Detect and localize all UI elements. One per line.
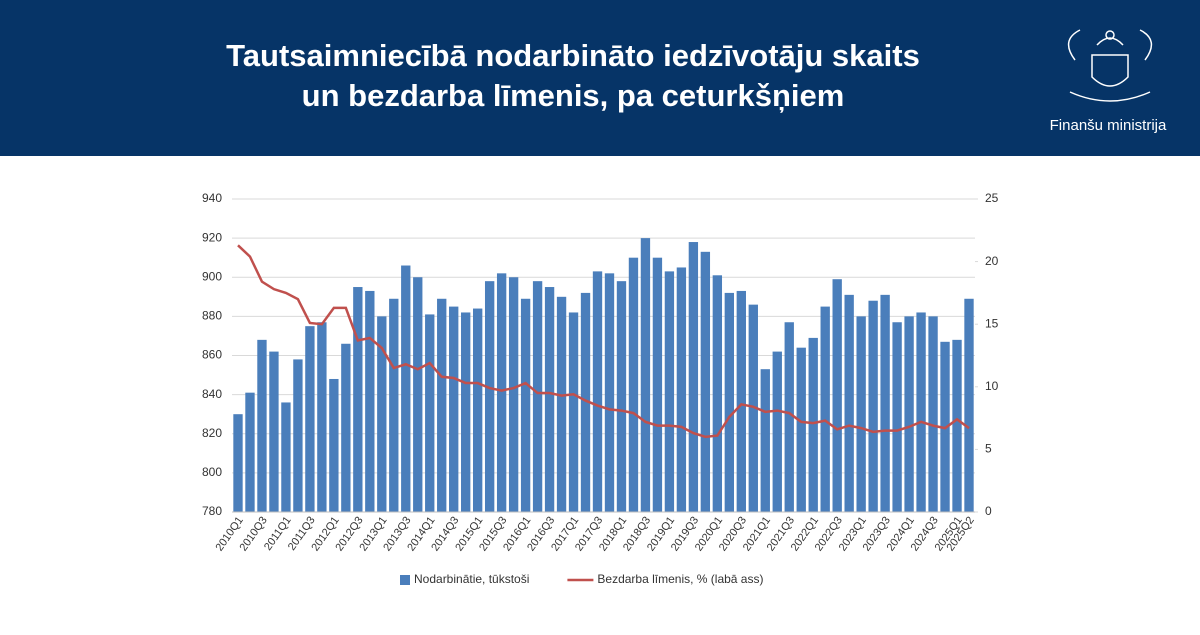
bar xyxy=(508,277,519,512)
y-tick-label: 900 xyxy=(202,269,222,283)
legend-swatch xyxy=(400,575,410,585)
bar xyxy=(640,238,651,512)
bar xyxy=(281,402,291,512)
bar xyxy=(293,359,303,512)
bar xyxy=(628,257,639,512)
bar xyxy=(580,292,591,512)
org-name: Finanšu ministrija xyxy=(1050,117,1167,134)
bar xyxy=(832,279,842,512)
bar xyxy=(532,281,543,512)
bar xyxy=(880,294,890,512)
bar xyxy=(664,271,675,512)
y-tick-label: 880 xyxy=(202,309,222,323)
y-tick-label: 780 xyxy=(202,504,222,518)
bar xyxy=(461,312,471,512)
bar xyxy=(856,316,866,512)
bar xyxy=(305,326,315,512)
y-tick-label: 860 xyxy=(202,348,222,362)
header-band xyxy=(0,0,1200,156)
bar xyxy=(712,275,723,512)
bar xyxy=(688,242,699,512)
bar xyxy=(472,308,483,512)
legend-label: Bezdarba līmenis, % (labā ass) xyxy=(597,572,763,586)
title-line: un bezdarba līmenis, pa ceturkšņiem xyxy=(302,78,845,113)
bar xyxy=(544,287,555,512)
bar xyxy=(748,304,758,512)
y2-tick-label: 10 xyxy=(985,379,999,393)
bar xyxy=(868,300,878,512)
legend-label: Nodarbinātie, tūkstoši xyxy=(414,572,529,586)
bar xyxy=(952,339,962,512)
bar xyxy=(245,392,255,512)
y-tick-label: 840 xyxy=(202,387,222,401)
bar xyxy=(413,277,423,512)
bar xyxy=(724,292,735,512)
bar xyxy=(700,251,711,512)
bar xyxy=(820,306,830,512)
bar xyxy=(401,265,411,512)
bar xyxy=(233,414,243,512)
bar xyxy=(496,273,507,512)
bar xyxy=(808,337,818,512)
y2-tick-label: 20 xyxy=(985,254,999,268)
bar xyxy=(676,267,687,512)
bar xyxy=(616,281,627,512)
bar xyxy=(377,316,387,512)
bar xyxy=(520,298,531,512)
bar xyxy=(736,290,746,512)
y2-tick-label: 0 xyxy=(985,504,992,518)
bar xyxy=(568,312,579,512)
y2-tick-label: 15 xyxy=(985,316,999,330)
bar xyxy=(892,322,902,512)
bar xyxy=(341,343,351,512)
bar xyxy=(449,306,459,512)
bar xyxy=(796,347,806,512)
y2-tick-label: 25 xyxy=(985,191,999,205)
bar xyxy=(389,298,399,512)
y-tick-label: 920 xyxy=(202,230,222,244)
title-line: Tautsaimniecībā nodarbināto iedzīvotāju … xyxy=(226,38,920,73)
bar xyxy=(437,298,447,512)
bar xyxy=(964,298,974,512)
bar xyxy=(652,257,663,512)
y2-tick-label: 5 xyxy=(985,442,992,456)
bar xyxy=(784,322,794,512)
bar xyxy=(844,294,854,512)
bar xyxy=(904,316,914,512)
bar xyxy=(592,271,603,512)
y-tick-label: 800 xyxy=(202,465,222,479)
bar xyxy=(353,287,363,512)
bar xyxy=(556,296,567,512)
bar xyxy=(604,273,615,512)
bar xyxy=(916,312,926,512)
bar xyxy=(425,314,435,512)
bar xyxy=(317,322,327,512)
bar xyxy=(365,290,375,512)
bar xyxy=(484,281,495,512)
bar xyxy=(257,339,267,512)
bar xyxy=(928,316,938,512)
bar xyxy=(760,369,770,512)
line xyxy=(237,244,970,439)
y-tick-label: 820 xyxy=(202,426,222,440)
bar xyxy=(269,351,279,512)
bar xyxy=(772,351,782,512)
y-tick-label: 940 xyxy=(202,191,222,205)
bar xyxy=(329,378,339,512)
logo xyxy=(1067,29,1153,102)
